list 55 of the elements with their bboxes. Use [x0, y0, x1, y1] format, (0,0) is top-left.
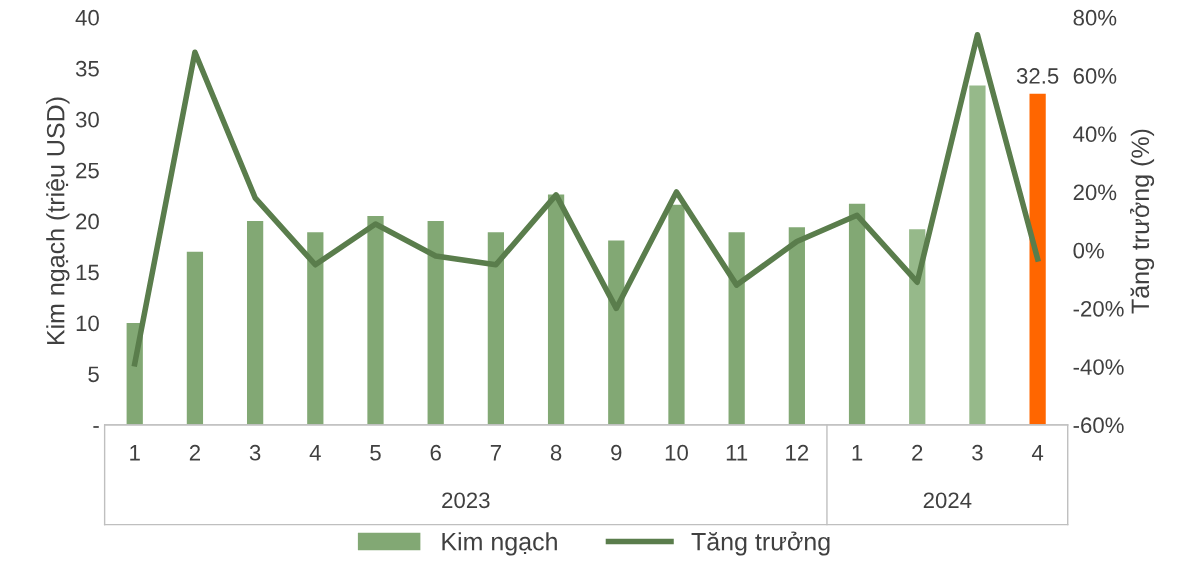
y-tick-label: 30	[75, 111, 99, 128]
y2-tick-label: -60%	[1073, 417, 1124, 434]
bar	[427, 221, 444, 425]
text: 2023	[442, 492, 490, 509]
y-tick-label: 20	[76, 213, 99, 230]
y2-tick-label: -20%	[1073, 300, 1124, 317]
x-tick-label: 3	[972, 444, 983, 461]
x-tick-label: 12	[786, 444, 809, 461]
x-tick-label: 4	[309, 445, 321, 461]
x-tick-label: 8	[550, 444, 562, 461]
y-tick-label: 40	[75, 9, 99, 26]
bar	[728, 232, 745, 425]
x-tick-label: 10	[665, 444, 688, 461]
bar	[788, 227, 805, 425]
bar	[246, 221, 264, 425]
x-tick-label: 2	[912, 444, 923, 461]
x-tick-label: 4	[1031, 445, 1044, 461]
y-tick-label: 35	[75, 60, 99, 77]
bar	[186, 251, 204, 425]
bar	[909, 229, 926, 425]
bar	[608, 240, 625, 425]
bar	[307, 232, 324, 425]
x-tick-label: 1	[852, 445, 863, 461]
legend-label: Kim ngạch	[442, 532, 557, 556]
y2-tick-label: 80%	[1073, 9, 1117, 26]
y-tick-label: 15	[76, 264, 99, 281]
bar	[547, 194, 565, 425]
x-tick-label: 9	[611, 444, 622, 461]
bar	[668, 204, 685, 425]
y2-tick-label: 0%	[1073, 242, 1104, 259]
text: 2024	[923, 492, 972, 509]
bar	[487, 232, 505, 425]
x-tick-label: 5	[370, 445, 381, 461]
y2-tick-label: 40%	[1073, 126, 1117, 143]
y-tick-label: 25	[76, 162, 99, 179]
y-tick-label: -	[93, 426, 99, 428]
bar	[969, 85, 986, 425]
x-tick-label: 3	[249, 444, 261, 461]
x-tick-label: 6	[430, 444, 441, 461]
data-label: 32.5	[1016, 68, 1059, 84]
bar	[367, 215, 384, 425]
x-tick-label: 1	[130, 445, 140, 461]
x-tick-label: 7	[490, 445, 501, 461]
y2-tick-label: 20%	[1073, 184, 1117, 201]
x-tick-label: 11	[726, 445, 748, 461]
y2-tick-label: 60%	[1073, 68, 1117, 84]
y2-tick-label: -40%	[1073, 359, 1124, 375]
y-tick-label: 5	[88, 366, 99, 383]
x-tick-label: 2	[189, 444, 200, 461]
bar	[848, 203, 866, 425]
legend-label: Tăng trưởng	[691, 531, 830, 556]
y-axis-title: Kim ngạch (triệu USD)	[46, 97, 70, 345]
y-tick-label: 10	[76, 315, 99, 332]
y2-axis-title: Tăng trưởng (%)	[1130, 129, 1155, 314]
bar	[1029, 93, 1046, 425]
